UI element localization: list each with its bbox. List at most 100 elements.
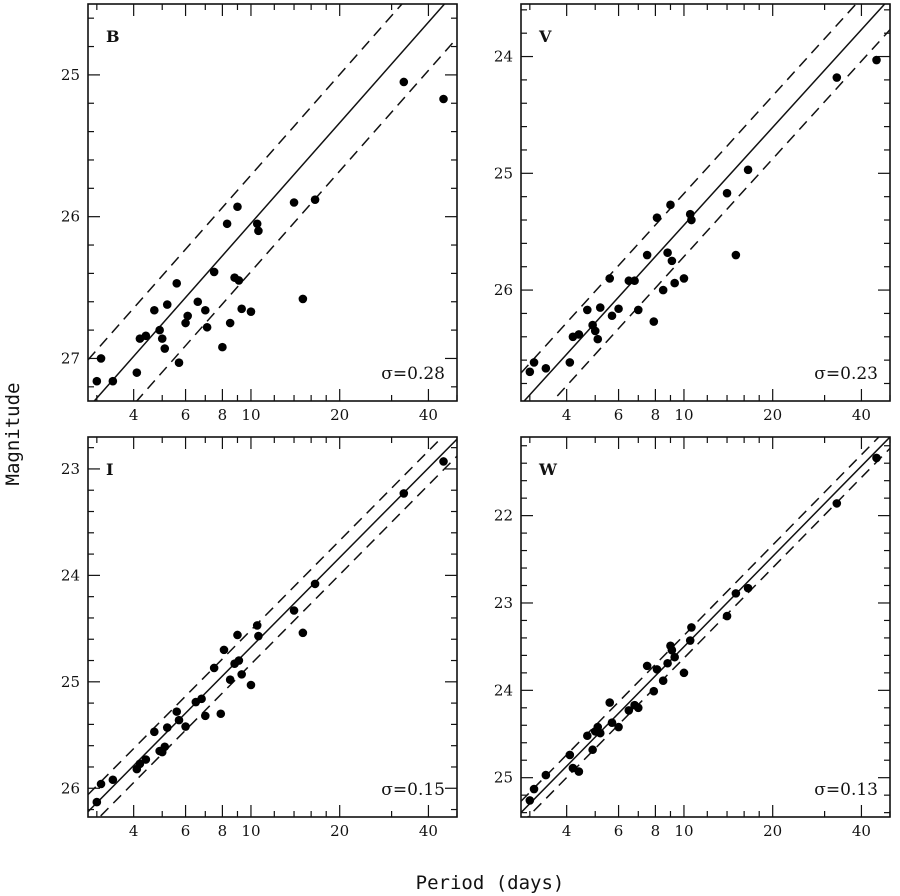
plot-frame <box>520 436 891 818</box>
data-point <box>832 499 842 508</box>
data-point <box>193 297 203 307</box>
data-point <box>872 55 881 65</box>
data-point <box>209 267 219 277</box>
data-point <box>310 579 320 589</box>
data-point <box>399 77 409 87</box>
data-point <box>663 248 672 258</box>
data-point <box>722 611 732 621</box>
data-point <box>234 656 244 665</box>
data-point <box>832 73 842 82</box>
y-axis-title: Magnitude <box>2 383 24 486</box>
y-tick-label: 24 <box>494 681 513 699</box>
panels-group: 4 6 8 10 20 40 25 26 27 Bσ=0.28 4 6 8 10 20 40 24 25 26 Vσ=… <box>61 3 891 840</box>
data-point <box>663 658 672 668</box>
data-point <box>652 665 662 674</box>
data-point <box>670 652 679 662</box>
data-point <box>160 344 170 353</box>
data-point <box>614 304 623 314</box>
fit-line <box>523 4 886 401</box>
data-point <box>525 367 535 377</box>
data-point <box>202 322 212 332</box>
x-tick-label: 4 <box>129 406 139 424</box>
x-tick-label: 40 <box>852 406 871 424</box>
upper-scatter-line <box>88 437 444 796</box>
data-point <box>687 623 696 632</box>
data-point <box>399 489 409 498</box>
data-point <box>614 722 623 732</box>
y-tick-label: 23 <box>494 594 513 612</box>
x-tick-label: 6 <box>181 406 191 424</box>
data-point <box>583 305 592 315</box>
data-point <box>108 775 118 785</box>
data-point <box>605 274 615 283</box>
y-tick-label: 27 <box>61 349 80 367</box>
plot-frame <box>520 3 891 402</box>
x-tick-label: 40 <box>419 822 438 840</box>
data-point <box>872 453 881 463</box>
data-point <box>155 325 164 335</box>
plot-frame <box>87 3 458 402</box>
x-axis-title: Period (days) <box>416 872 565 894</box>
data-point <box>439 94 448 104</box>
data-point <box>225 318 235 328</box>
data-point <box>634 305 643 315</box>
data-point <box>234 276 244 285</box>
data-point <box>150 305 159 315</box>
data-point <box>96 354 106 363</box>
data-point <box>607 718 617 727</box>
y-tick-label: 25 <box>494 769 513 787</box>
y-tick-label: 25 <box>494 164 513 182</box>
data-point <box>624 706 634 715</box>
data-point <box>529 784 539 794</box>
data-point <box>162 300 172 309</box>
x-tick-label: 10 <box>674 822 693 840</box>
fit-line <box>93 4 446 401</box>
data-point <box>574 767 584 776</box>
data-point <box>743 165 753 175</box>
data-point <box>181 722 190 731</box>
data-point <box>92 376 102 386</box>
data-point <box>685 636 695 645</box>
data-point <box>219 645 229 655</box>
data-point <box>679 668 689 678</box>
data-point <box>588 745 597 755</box>
data-point <box>237 304 246 314</box>
lower-scatter-line <box>98 455 457 817</box>
sigma-label: σ=0.15 <box>381 780 445 800</box>
data-point <box>658 285 668 295</box>
x-tick-label: 40 <box>852 822 871 840</box>
data-point <box>216 709 226 719</box>
data-point <box>630 276 639 286</box>
x-tick-label: 20 <box>330 822 349 840</box>
x-tick-label: 10 <box>241 406 260 424</box>
x-tick-label: 10 <box>674 406 693 424</box>
y-tick-label: 25 <box>61 66 80 84</box>
x-tick-label: 8 <box>218 406 228 424</box>
data-point <box>157 334 167 343</box>
data-point <box>687 215 696 225</box>
data-point <box>541 770 551 780</box>
data-point <box>525 796 535 805</box>
data-point <box>310 195 320 204</box>
data-point <box>574 330 584 339</box>
band-label: W <box>538 460 558 479</box>
lower-scatter-line <box>135 37 457 401</box>
data-point <box>595 728 605 738</box>
band-label: V <box>538 27 552 46</box>
x-tick-label: 40 <box>419 406 438 424</box>
data-point <box>652 213 662 222</box>
data-point <box>233 202 242 212</box>
data-point <box>174 715 184 725</box>
x-tick-label: 8 <box>651 406 661 424</box>
fit-line <box>88 438 457 813</box>
x-tick-label: 20 <box>763 822 782 840</box>
data-point <box>92 797 102 807</box>
data-point <box>150 727 159 737</box>
data-point <box>541 364 551 373</box>
y-tick-label: 22 <box>494 507 513 525</box>
data-point <box>141 331 151 341</box>
data-point <box>201 305 210 315</box>
data-point <box>209 663 219 673</box>
x-tick-label: 8 <box>651 822 661 840</box>
